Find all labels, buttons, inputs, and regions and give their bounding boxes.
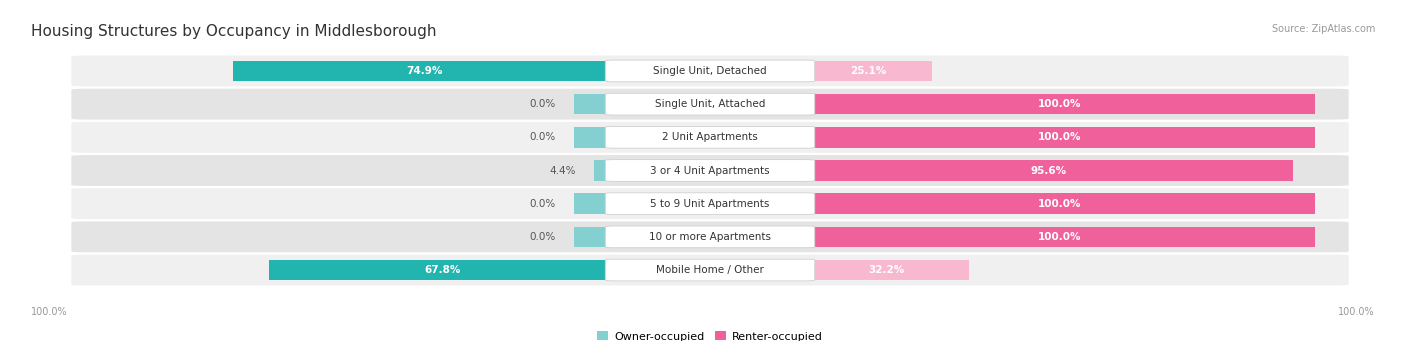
Text: 10 or more Apartments: 10 or more Apartments bbox=[650, 232, 770, 242]
Text: 95.6%: 95.6% bbox=[1031, 165, 1066, 176]
Bar bbox=[574, 193, 616, 214]
Text: 25.1%: 25.1% bbox=[851, 66, 886, 76]
FancyBboxPatch shape bbox=[72, 221, 1348, 252]
FancyBboxPatch shape bbox=[606, 193, 814, 214]
FancyBboxPatch shape bbox=[606, 259, 814, 281]
Text: 100.0%: 100.0% bbox=[1038, 199, 1081, 209]
FancyBboxPatch shape bbox=[72, 155, 1348, 186]
Text: 67.8%: 67.8% bbox=[425, 265, 461, 275]
Text: 2 Unit Apartments: 2 Unit Apartments bbox=[662, 132, 758, 142]
Text: Mobile Home / Other: Mobile Home / Other bbox=[657, 265, 763, 275]
FancyBboxPatch shape bbox=[606, 160, 814, 181]
FancyBboxPatch shape bbox=[606, 226, 814, 248]
Text: 0.0%: 0.0% bbox=[530, 132, 555, 142]
FancyBboxPatch shape bbox=[606, 60, 814, 82]
FancyBboxPatch shape bbox=[72, 56, 1348, 86]
FancyBboxPatch shape bbox=[606, 93, 814, 115]
Bar bbox=[804, 94, 1316, 115]
Text: 100.0%: 100.0% bbox=[31, 307, 67, 317]
Text: 5 to 9 Unit Apartments: 5 to 9 Unit Apartments bbox=[651, 199, 769, 209]
Bar bbox=[804, 160, 1294, 181]
Text: 32.2%: 32.2% bbox=[868, 265, 904, 275]
Bar bbox=[804, 260, 969, 280]
Bar bbox=[574, 94, 616, 115]
Bar bbox=[804, 127, 1316, 148]
Legend: Owner-occupied, Renter-occupied: Owner-occupied, Renter-occupied bbox=[598, 331, 823, 341]
Text: 100.0%: 100.0% bbox=[1339, 307, 1375, 317]
FancyBboxPatch shape bbox=[72, 188, 1348, 219]
Text: Source: ZipAtlas.com: Source: ZipAtlas.com bbox=[1271, 24, 1375, 34]
Text: 100.0%: 100.0% bbox=[1038, 99, 1081, 109]
Text: 4.4%: 4.4% bbox=[548, 165, 575, 176]
Text: 0.0%: 0.0% bbox=[530, 199, 555, 209]
Bar bbox=[270, 260, 616, 280]
Text: 3 or 4 Unit Apartments: 3 or 4 Unit Apartments bbox=[650, 165, 770, 176]
Text: Single Unit, Detached: Single Unit, Detached bbox=[654, 66, 766, 76]
Bar bbox=[574, 226, 616, 247]
Bar bbox=[804, 193, 1316, 214]
Bar bbox=[804, 61, 932, 81]
Text: Housing Structures by Occupancy in Middlesborough: Housing Structures by Occupancy in Middl… bbox=[31, 24, 436, 39]
Bar bbox=[233, 61, 616, 81]
Bar bbox=[574, 127, 616, 148]
Bar bbox=[593, 160, 616, 181]
FancyBboxPatch shape bbox=[72, 255, 1348, 285]
Text: 100.0%: 100.0% bbox=[1038, 232, 1081, 242]
Text: 100.0%: 100.0% bbox=[1038, 132, 1081, 142]
Bar bbox=[804, 226, 1316, 247]
FancyBboxPatch shape bbox=[606, 127, 814, 148]
Text: 0.0%: 0.0% bbox=[530, 99, 555, 109]
FancyBboxPatch shape bbox=[72, 89, 1348, 120]
Text: 0.0%: 0.0% bbox=[530, 232, 555, 242]
Text: 74.9%: 74.9% bbox=[406, 66, 443, 76]
Text: Single Unit, Attached: Single Unit, Attached bbox=[655, 99, 765, 109]
FancyBboxPatch shape bbox=[72, 122, 1348, 153]
